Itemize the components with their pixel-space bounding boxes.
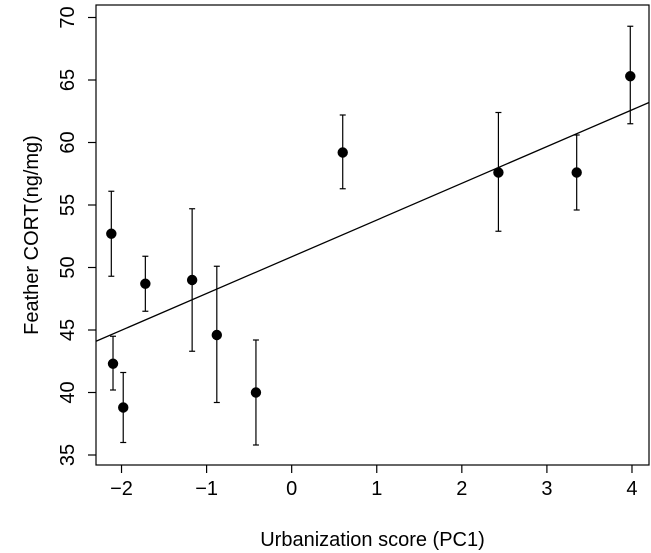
y-tick-label-6: 65 [57,69,79,91]
data-point-8 [493,167,504,178]
data-point-6 [250,387,262,398]
y-tick-label-1: 40 [57,381,79,403]
data-point-2 [118,402,129,413]
data-point-10 [625,71,636,82]
error-bars-group [108,25,634,446]
y-tick-label-4: 55 [57,194,79,216]
y-axis-ticks: 35 40 45 50 55 60 65 70 [57,6,96,466]
y-axis-label: Feather CORT(ng/mg) [21,135,43,335]
data-point-4 [186,274,198,286]
y-tick-label-2: 45 [57,319,79,341]
regression-line-group [95,101,650,342]
x-tick-label-4: 2 [456,478,467,500]
data-point-1 [107,358,119,369]
x-axis-label: Urbanization score (PC1) [260,529,485,551]
data-point-5 [211,329,223,341]
plot-frame [95,4,650,466]
y-tick-label-7: 70 [57,6,79,28]
data-points-group [106,71,636,413]
x-tick-label-1: −1 [195,478,218,500]
plot-border [95,4,650,466]
data-point-7 [337,147,348,158]
data-point-3 [140,278,151,289]
data-point-9 [571,167,582,178]
y-tick-label-0: 35 [57,444,79,466]
x-tick-label-0: −2 [110,478,133,500]
x-tick-label-2: 0 [286,478,297,500]
y-tick-label-3: 50 [57,256,79,278]
x-tick-label-5: 3 [541,478,552,500]
y-tick-label-5: 60 [57,131,79,153]
x-axis-ticks: −2 −1 0 1 2 3 4 [110,465,638,500]
x-tick-label-6: 4 [626,478,637,500]
x-tick-label-3: 1 [371,478,382,500]
data-point-0 [106,228,117,239]
regression-line [95,101,650,342]
